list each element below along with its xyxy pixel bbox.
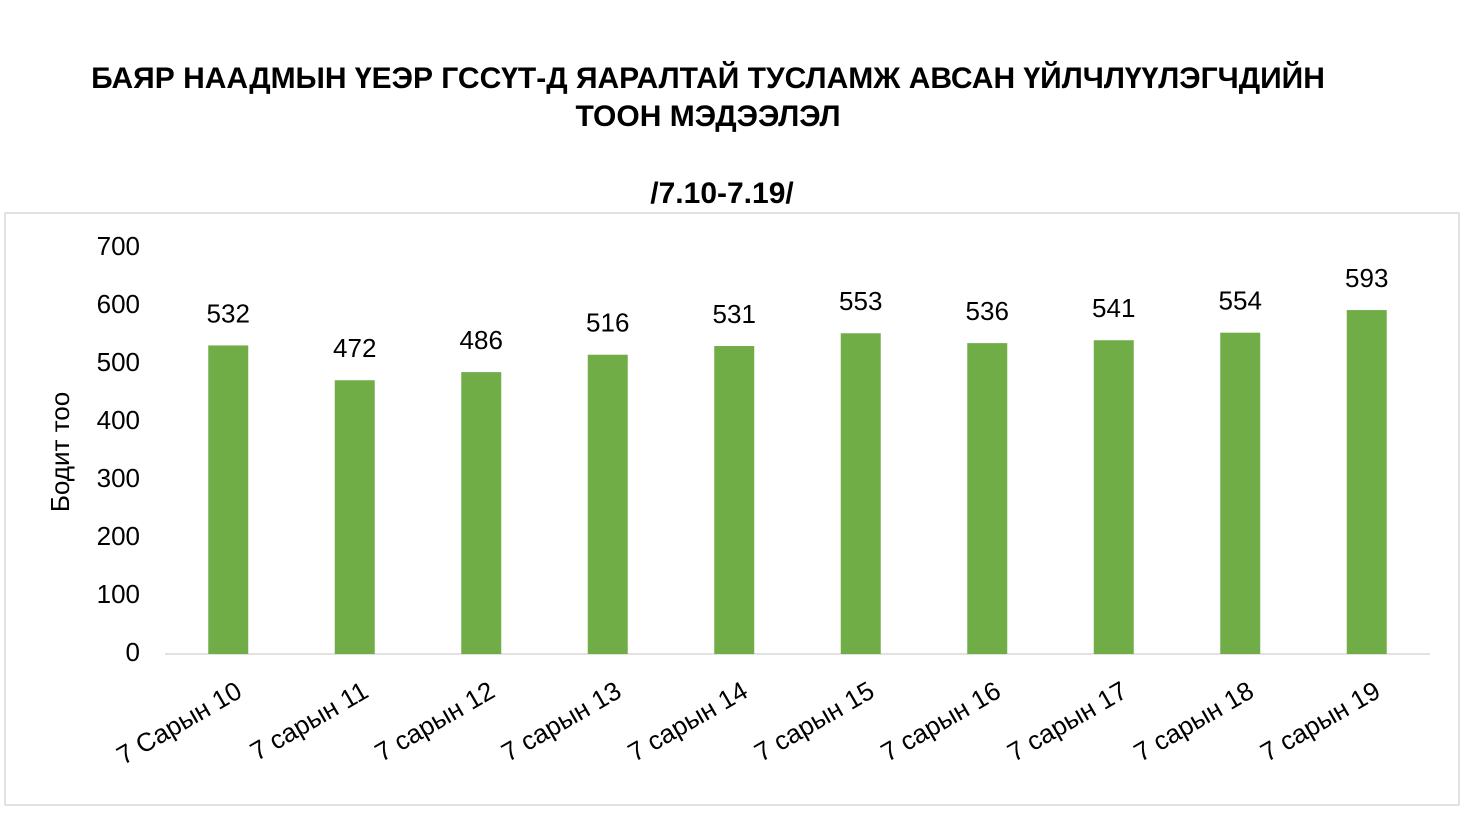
data-label: 516 bbox=[586, 308, 629, 338]
y-tick-label: 200 bbox=[97, 521, 140, 551]
x-tick-label: 7 сарын 16 bbox=[876, 675, 1006, 767]
data-label: 593 bbox=[1345, 263, 1388, 293]
x-tick-label: 7 сарын 19 bbox=[1255, 675, 1385, 767]
y-tick-label: 400 bbox=[97, 405, 140, 435]
y-tick-label: 300 bbox=[97, 463, 140, 493]
data-label: 532 bbox=[207, 298, 250, 328]
chart-subtitle: /7.10-7.19/ bbox=[650, 177, 794, 210]
chart-title: БАЯР НААДМЫН ҮЕЭР ГССҮТ-Д ЯАРАЛТАЙ ТУСЛА… bbox=[91, 61, 1325, 95]
chart-frame bbox=[4, 212, 1460, 806]
data-label: 531 bbox=[713, 299, 756, 329]
y-tick-label: 0 bbox=[126, 637, 140, 667]
data-label: 536 bbox=[966, 296, 1009, 326]
bar bbox=[587, 354, 628, 654]
chart-title: ТООН МЭДЭЭЛЭЛ bbox=[575, 100, 840, 133]
data-label: 472 bbox=[333, 333, 376, 363]
data-label: 554 bbox=[1219, 286, 1262, 316]
x-tick-label: 7 сарын 17 bbox=[1002, 675, 1132, 767]
y-tick-label: 600 bbox=[97, 289, 140, 319]
bar bbox=[461, 372, 502, 654]
bar bbox=[1093, 340, 1134, 654]
bar bbox=[967, 343, 1008, 654]
data-label: 486 bbox=[460, 325, 503, 355]
x-tick-label: 7 сарын 13 bbox=[496, 675, 626, 767]
data-label: 553 bbox=[839, 286, 882, 316]
y-tick-label: 500 bbox=[97, 347, 140, 377]
x-tick-label: 7 Сарын 10 bbox=[111, 675, 246, 770]
y-axis-label: Бодит тоо bbox=[45, 392, 75, 512]
bar bbox=[1220, 332, 1261, 654]
x-tick-label: 7 сарын 14 bbox=[623, 675, 753, 767]
bar bbox=[208, 345, 249, 654]
y-tick-label: 100 bbox=[97, 579, 140, 609]
bar bbox=[1346, 310, 1387, 654]
x-tick-label: 7 сарын 11 bbox=[245, 675, 373, 766]
x-tick-label: 7 сарын 15 bbox=[749, 675, 879, 767]
data-label: 541 bbox=[1092, 293, 1135, 323]
bar bbox=[334, 380, 375, 654]
bar bbox=[840, 333, 881, 654]
bar bbox=[714, 346, 755, 654]
y-tick-label: 700 bbox=[97, 231, 140, 261]
x-tick-label: 7 сарын 12 bbox=[370, 675, 500, 767]
x-tick-label: 7 сарын 18 bbox=[1129, 675, 1259, 767]
